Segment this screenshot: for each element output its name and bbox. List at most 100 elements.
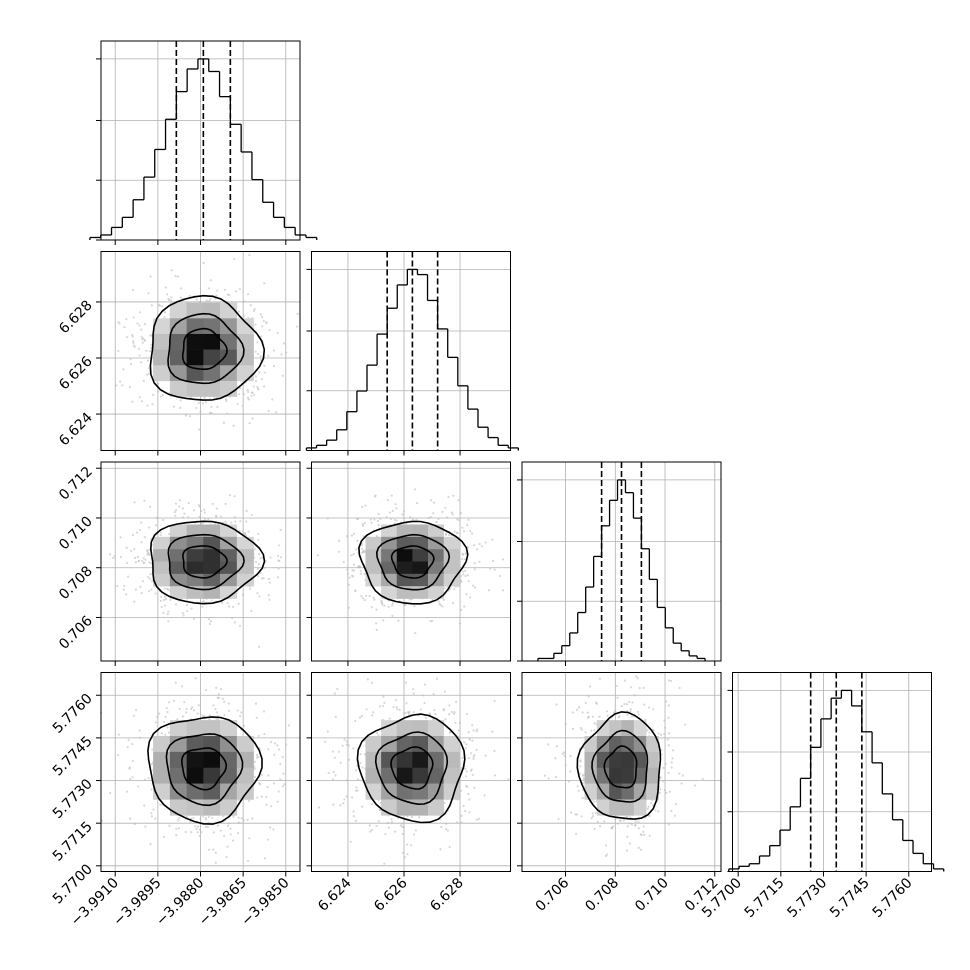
scatter-point (166, 726, 169, 729)
density-cell (412, 573, 429, 587)
scatter-point (198, 300, 201, 304)
density-cell (412, 799, 429, 816)
scatter-point (166, 587, 169, 590)
density-cell (365, 536, 382, 550)
scatter-point (474, 586, 477, 589)
scatter-point (371, 711, 375, 714)
density-cell (203, 736, 221, 753)
scatter-point (666, 738, 669, 741)
scatter-point (630, 715, 633, 718)
scatter-point (427, 516, 430, 520)
density-cell (220, 586, 238, 599)
density-cell (203, 767, 221, 784)
scatter-point (671, 757, 674, 760)
scatter-point (285, 351, 288, 354)
scatter-point (392, 705, 395, 709)
scatter-point (279, 556, 283, 559)
scatter-point (118, 380, 122, 383)
density-cell (203, 783, 221, 800)
scatter-point (326, 517, 329, 520)
scatter-point (389, 517, 393, 520)
scatter-point (161, 305, 164, 308)
scatter-point (181, 611, 184, 615)
scatter-point (236, 831, 240, 835)
density-cell (412, 783, 429, 800)
scatter-point (158, 304, 162, 307)
scatter-point (657, 732, 660, 735)
scatter-point (162, 611, 165, 615)
density-cell (428, 799, 444, 816)
scatter-point (567, 780, 571, 783)
scatter-point (434, 713, 437, 716)
scatter-point (225, 522, 228, 525)
scatter-point (637, 827, 641, 830)
scatter-point (178, 817, 181, 820)
scatter-point (204, 816, 207, 819)
density-cell (609, 751, 622, 769)
scatter-point (154, 524, 158, 527)
scatter-point (642, 833, 646, 836)
scatter-point (475, 730, 478, 733)
scatter-point (129, 817, 132, 820)
scatter-point (185, 603, 188, 607)
scatter-point (134, 588, 138, 591)
scatter-point (663, 732, 666, 736)
scatter-point (163, 587, 166, 590)
scatter-point (151, 748, 154, 751)
scatter-point (140, 400, 144, 403)
scatter-point (579, 726, 582, 730)
scatter-point (198, 515, 201, 518)
density-cell (186, 318, 204, 335)
density-cell (186, 751, 204, 769)
scatter-point (414, 488, 417, 491)
scatter-point (396, 708, 399, 711)
scatter-point (464, 767, 467, 770)
scatter-point (343, 798, 346, 801)
scatter-point (137, 347, 141, 350)
scatter-point (117, 733, 120, 736)
scatter-point (464, 574, 467, 578)
scatter-point (605, 844, 608, 847)
density-cell (609, 767, 622, 784)
scatter-point (257, 538, 260, 541)
scatter-point (271, 398, 274, 401)
scatter-point (361, 766, 364, 769)
scatter-point (247, 398, 250, 401)
scatter-point (207, 848, 211, 851)
scatter-point (491, 730, 494, 733)
density-cell (153, 333, 171, 350)
scatter-point (395, 507, 398, 510)
scatter-point (237, 602, 240, 605)
scatter-point (204, 825, 208, 828)
scatter-point (147, 777, 150, 780)
scatter-point (146, 373, 149, 376)
scatter-point (221, 697, 225, 700)
scatter-point (468, 596, 472, 599)
scatter-point (612, 711, 616, 714)
scatter-point (397, 619, 400, 622)
scatter-point (464, 809, 467, 813)
scatter-point (663, 789, 666, 792)
histogram-panel-0 (89, 40, 318, 245)
scatter-point (168, 532, 171, 536)
scatter-point (442, 709, 445, 712)
density-cell (621, 751, 635, 769)
scatter-point (346, 572, 350, 575)
scatter-point (225, 855, 228, 859)
scatter-point (272, 349, 276, 352)
scatter-point (352, 815, 355, 818)
density-cell (203, 751, 221, 769)
scatter-point (160, 595, 163, 599)
scatter-point (373, 495, 377, 498)
scatter-point (366, 678, 369, 681)
scatter-point (260, 315, 264, 319)
density-cell (412, 736, 429, 753)
scatter-point (166, 710, 169, 714)
scatter-point (332, 803, 335, 806)
scatter-point (249, 304, 252, 307)
density-cell (186, 767, 204, 784)
scatter-point (593, 800, 596, 803)
scatter-point (493, 749, 496, 753)
scatter-point (162, 598, 166, 602)
scatter-point (140, 328, 143, 331)
